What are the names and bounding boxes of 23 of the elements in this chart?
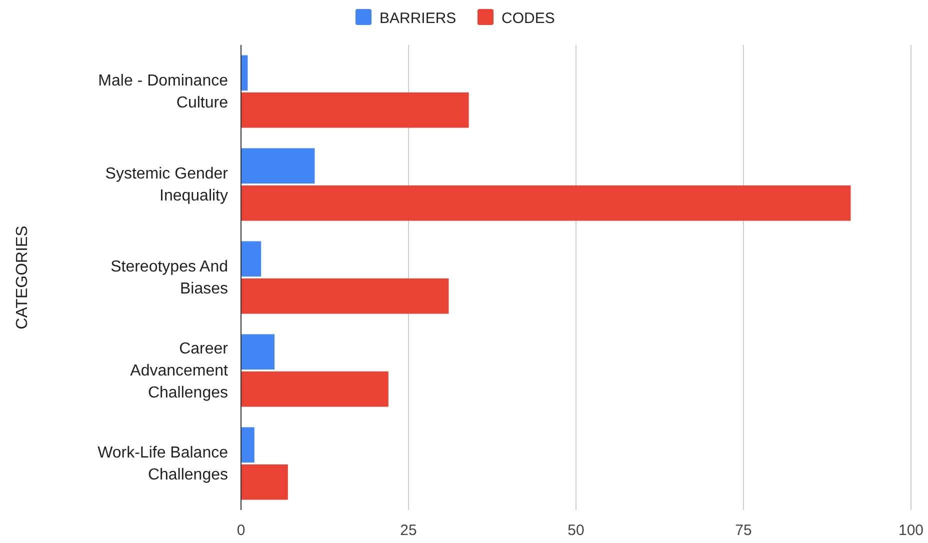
y-axis-title: CATEGORIES [14,226,31,330]
bar [241,464,288,500]
bar [241,55,248,91]
x-tick-label: 75 [735,522,752,539]
bar [241,334,274,370]
bar [241,185,851,221]
bar [241,427,254,463]
bar [241,278,449,314]
x-tick-label: 0 [236,522,246,539]
bar [241,371,388,407]
y-tick-label: Systemic Gender Inequality [105,166,229,204]
bar [241,92,469,128]
y-tick-label: Work-Life Balance Challenges [98,444,228,484]
y-tick-label: Stereotypes And Biases [110,258,228,298]
y-tick-label: Male - Dominance Culture [98,72,228,112]
bar [241,148,315,184]
x-tick-label: 100 [898,522,924,539]
x-tick-label: 50 [568,522,584,539]
x-tick-label: 25 [400,522,417,539]
y-tick-label: Career Advancement Challenges [130,340,229,402]
legend-label: CODES [502,10,555,27]
bar [241,241,262,277]
legend-label: BARRIERS [380,10,456,27]
